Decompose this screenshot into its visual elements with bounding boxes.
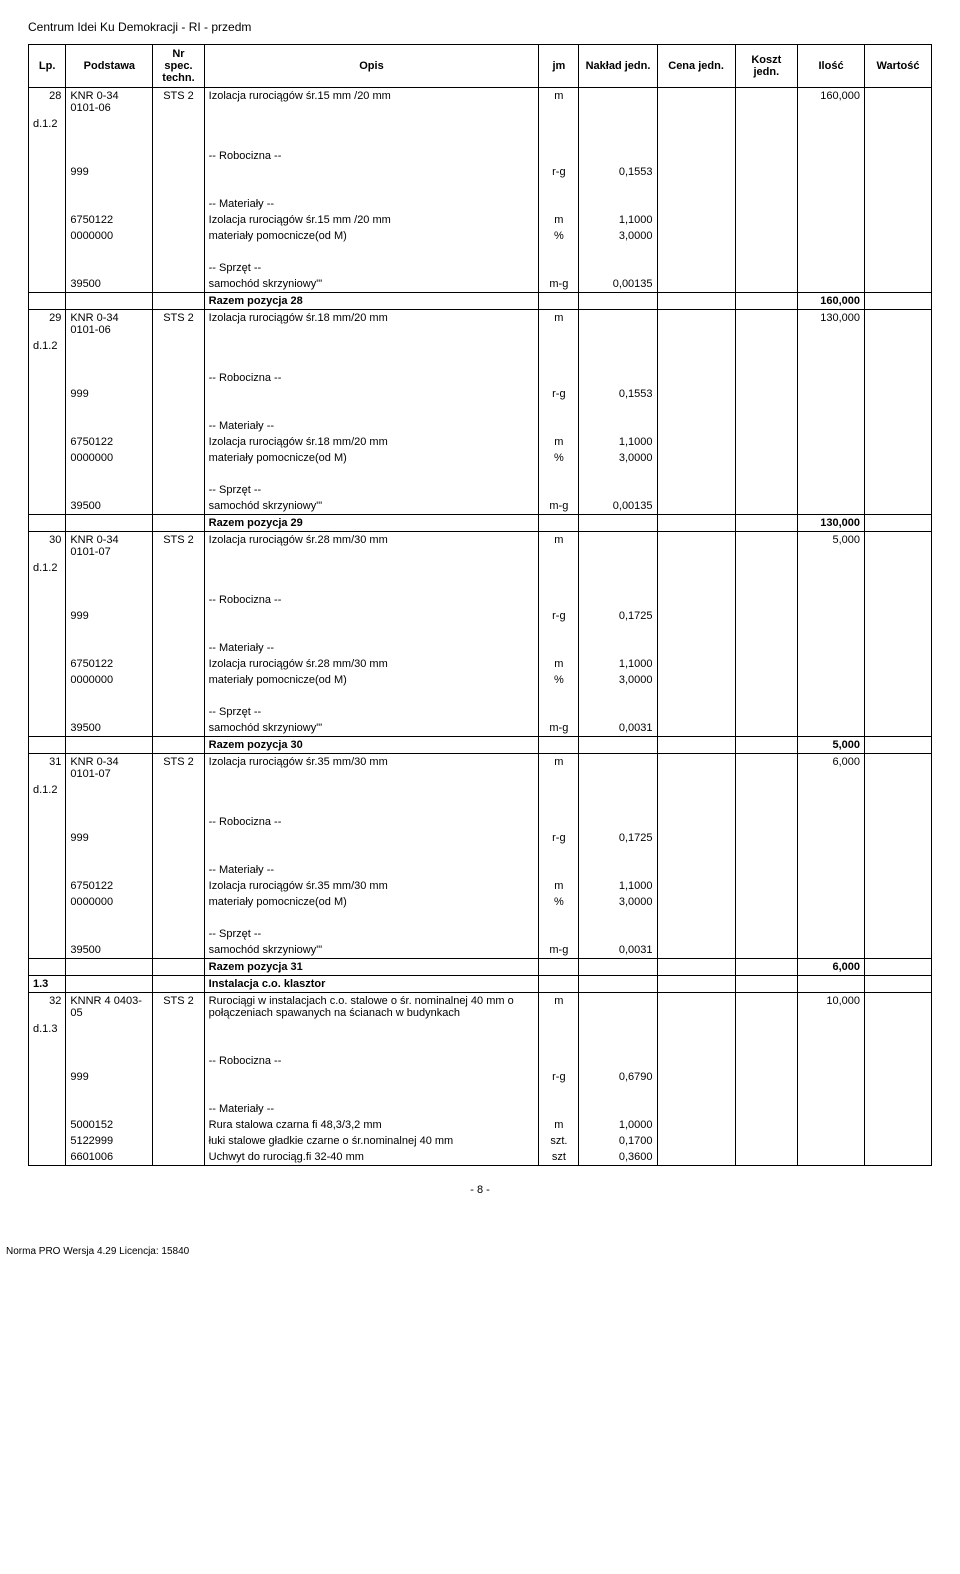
th-jm: jm <box>539 45 579 88</box>
section-row: -- Sprzęt -- <box>29 926 932 942</box>
detail-row: 6750122Izolacja rurociągów śr.15 mm /20 … <box>29 212 932 228</box>
th-lp: Lp. <box>29 45 66 88</box>
detail-row: 0000000materiały pomocnicze(od M)%3,0000 <box>29 450 932 466</box>
detail-row: 0000000materiały pomocnicze(od M)%3,0000 <box>29 672 932 688</box>
item-row-cont: d.1.2 <box>29 782 932 798</box>
razem-row: Razem pozycja 28160,000 <box>29 293 932 310</box>
footer-text: Norma PRO Wersja 4.29 Licencja: 15840 <box>0 1246 960 1257</box>
spacer-row <box>29 846 932 862</box>
item-row: 28KNR 0-34 0101-06STS 2Izolacja rurociąg… <box>29 88 932 117</box>
detail-row: 39500samochód skrzyniowy"'m-g0,00135 <box>29 276 932 293</box>
section-row: -- Sprzęt -- <box>29 704 932 720</box>
spacer-row <box>29 624 932 640</box>
spacer-row <box>29 798 932 814</box>
spacer-row <box>29 402 932 418</box>
section-row: -- Sprzęt -- <box>29 482 932 498</box>
spacer-row <box>29 1037 932 1053</box>
detail-row: 6750122Izolacja rurociągów śr.35 mm/30 m… <box>29 878 932 894</box>
item-row: 30KNR 0-34 0101-07STS 2Izolacja rurociąg… <box>29 532 932 561</box>
razem-row: Razem pozycja 316,000 <box>29 959 932 976</box>
th-naklad: Nakład jedn. <box>579 45 657 88</box>
th-koszt: Koszt jedn. <box>735 45 797 88</box>
spacer-row <box>29 180 932 196</box>
item-row-cont: d.1.3 <box>29 1021 932 1037</box>
detail-row: 0000000materiały pomocnicze(od M)%3,0000 <box>29 228 932 244</box>
page: Centrum Idei Ku Demokracji - RI - przedm… <box>0 0 960 1216</box>
spacer-row <box>29 354 932 370</box>
th-wartosc: Wartość <box>865 45 932 88</box>
detail-row: 999r-g0,1553 <box>29 164 932 180</box>
section-row: -- Robocizna -- <box>29 814 932 830</box>
detail-row: 6750122Izolacja rurociągów śr.28 mm/30 m… <box>29 656 932 672</box>
section-row: -- Sprzęt -- <box>29 260 932 276</box>
item-row-cont: d.1.2 <box>29 560 932 576</box>
th-cena: Cena jedn. <box>657 45 735 88</box>
item-row: 29KNR 0-34 0101-06STS 2Izolacja rurociąg… <box>29 310 932 339</box>
table-body: 28KNR 0-34 0101-06STS 2Izolacja rurociąg… <box>29 88 932 1166</box>
section-row: -- Materiały -- <box>29 1101 932 1117</box>
detail-row: 5122999łuki stalowe gładkie czarne o śr.… <box>29 1133 932 1149</box>
table-head: Lp. Podstawa Nr spec. techn. Opis jm Nak… <box>29 45 932 88</box>
detail-row: 0000000materiały pomocnicze(od M)%3,0000 <box>29 894 932 910</box>
spacer-row <box>29 910 932 926</box>
th-podstawa: Podstawa <box>66 45 153 88</box>
chapter-row: 1.3Instalacja c.o. klasztor <box>29 976 932 993</box>
razem-row: Razem pozycja 29130,000 <box>29 515 932 532</box>
detail-row: 999r-g0,6790 <box>29 1069 932 1085</box>
item-row-cont: d.1.2 <box>29 116 932 132</box>
page-number: - 8 - <box>28 1184 932 1196</box>
detail-row: 6601006Uchwyt do rurociąg.fi 32-40 mmszt… <box>29 1149 932 1166</box>
section-row: -- Robocizna -- <box>29 370 932 386</box>
section-row: -- Materiały -- <box>29 196 932 212</box>
section-row: -- Materiały -- <box>29 640 932 656</box>
spacer-row <box>29 244 932 260</box>
section-row: -- Materiały -- <box>29 862 932 878</box>
th-opis: Opis <box>204 45 539 88</box>
detail-row: 5000152Rura stalowa czarna fi 48,3/3,2 m… <box>29 1117 932 1133</box>
cost-table: Lp. Podstawa Nr spec. techn. Opis jm Nak… <box>28 44 932 1166</box>
detail-row: 39500samochód skrzyniowy"'m-g0,0031 <box>29 720 932 737</box>
section-row: -- Robocizna -- <box>29 1053 932 1069</box>
detail-row: 999r-g0,1725 <box>29 830 932 846</box>
item-row: 32KNNR 4 0403-05STS 2Rurociągi w instala… <box>29 993 932 1022</box>
detail-row: 39500samochód skrzyniowy"'m-g0,0031 <box>29 942 932 959</box>
section-row: -- Robocizna -- <box>29 592 932 608</box>
item-row: 31KNR 0-34 0101-07STS 2Izolacja rurociąg… <box>29 754 932 783</box>
spacer-row <box>29 1085 932 1101</box>
spacer-row <box>29 688 932 704</box>
section-row: -- Materiały -- <box>29 418 932 434</box>
razem-row: Razem pozycja 305,000 <box>29 737 932 754</box>
section-row: -- Robocizna -- <box>29 148 932 164</box>
spacer-row <box>29 132 932 148</box>
detail-row: 999r-g0,1553 <box>29 386 932 402</box>
th-spec: Nr spec. techn. <box>153 45 204 88</box>
detail-row: 999r-g0,1725 <box>29 608 932 624</box>
doc-title: Centrum Idei Ku Demokracji - RI - przedm <box>28 20 932 34</box>
th-ilosc: Ilość <box>798 45 865 88</box>
detail-row: 6750122Izolacja rurociągów śr.18 mm/20 m… <box>29 434 932 450</box>
detail-row: 39500samochód skrzyniowy"'m-g0,00135 <box>29 498 932 515</box>
spacer-row <box>29 466 932 482</box>
item-row-cont: d.1.2 <box>29 338 932 354</box>
spacer-row <box>29 576 932 592</box>
